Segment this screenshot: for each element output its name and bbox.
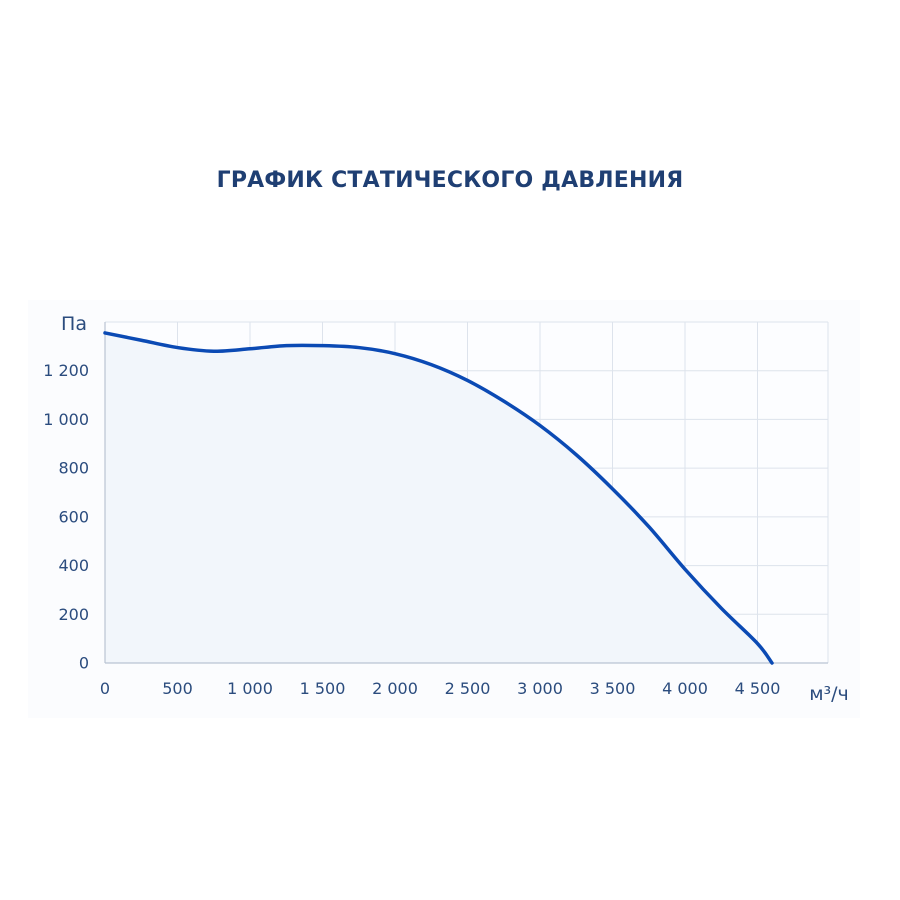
- pressure-curve: [103, 331, 774, 665]
- y-tick-label-4: 800: [58, 459, 89, 478]
- x-tick-label-4: 2 000: [372, 679, 418, 698]
- x-tick-label-7: 3 500: [590, 679, 636, 698]
- x-tick-label-1: 500: [162, 679, 193, 698]
- y-tick-label-5: 1 000: [43, 410, 89, 429]
- x-tick-label-8: 4 000: [662, 679, 708, 698]
- x-tick-label-6: 3 000: [517, 679, 563, 698]
- tick-labels: 0 500 1 000 1 500 2 000 2 500 3 000 3 500 4 000 4…: [43, 361, 780, 698]
- x-axis-unit: м³/ч: [809, 683, 849, 705]
- x-tick-label-0: 0: [100, 679, 110, 698]
- y-axis-unit: Па: [61, 313, 87, 335]
- axes: [104, 322, 828, 664]
- y-tick-label-0: 0: [79, 654, 89, 673]
- y-tick-label-6: 1 200: [43, 361, 89, 380]
- y-tick-label-3: 600: [58, 507, 89, 526]
- y-tick-label-2: 400: [58, 556, 89, 575]
- x-tick-label-3: 1 500: [300, 679, 346, 698]
- x-tick-label-2: 1 000: [227, 679, 273, 698]
- x-tick-label-9: 4 500: [735, 679, 781, 698]
- chart-title: ГРАФИК СТАТИЧЕСКОГО ДАВЛЕНИЯ: [216, 168, 684, 193]
- curve-area-fill: [105, 332, 772, 663]
- x-tick-label-5: 2 500: [445, 679, 491, 698]
- y-tick-label-1: 200: [58, 605, 89, 624]
